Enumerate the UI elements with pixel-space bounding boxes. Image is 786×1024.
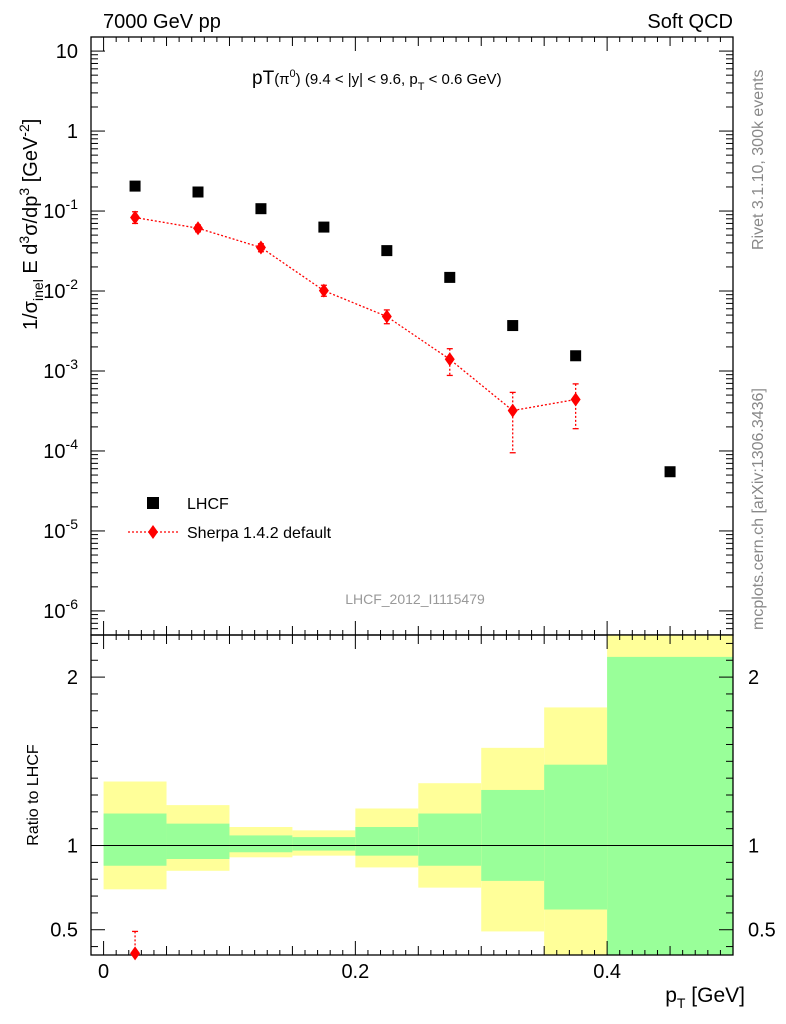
title-range-end: < 0.6 GeV) [424,71,501,88]
sherpa-data-point [507,403,518,418]
sherpa-data-point [193,221,203,236]
main-y-tick-label: 10-1 [43,196,78,223]
ratio-band-inner [292,837,356,851]
ratio-band-inner [607,656,733,955]
sherpa-data-point [130,210,141,225]
ratio-band-inner [103,813,167,866]
lhcf-data-point [255,203,267,215]
ratio-y-tick-label: 0.5 [50,920,78,942]
main-series-layer [129,180,676,478]
analysis-watermark: LHCF_2012_I1115479 [345,591,485,607]
x-tick-label: 0.2 [341,961,369,983]
sherpa-data-point [255,240,266,255]
ratio-band-inner [355,827,419,856]
title-range-sub: T [418,81,425,93]
main-y-tick-label: 10-5 [43,516,78,543]
main-y-tick-label: 10 [56,41,78,63]
lhcf-data-point [507,320,519,332]
ratio-y-tick-label: 1 [67,836,78,858]
ratio-y-tick-label: 2 [67,667,78,689]
legend-marker-lhcf [147,497,159,509]
sherpa-data-point [318,283,329,298]
ratio-band-inner [166,823,230,859]
lhcf-data-point [318,221,330,233]
sherpa-line [134,216,576,412]
plot-title: pT(π0) (9.4 < |y| < 9.6, pT < 0.6 GeV) [252,68,502,93]
legend-marker-sherpa [148,525,158,539]
legend-label-lhcf: LHCF [187,496,229,513]
sherpa-data-point [444,352,455,367]
ratio-axes: 0 0.2 0.4 0.5 0.5 1 1 2 2 [50,634,776,983]
ratio-band-inner [229,835,293,853]
x-tick-label: 0.4 [593,961,621,983]
ratio-band-inner [418,813,482,866]
ratio-bands [103,635,733,955]
main-y-tick-label: 10-4 [43,436,78,463]
lhcf-data-point [444,271,456,283]
title-main: pT [252,68,275,89]
ratio-y-tick-label-right: 0.5 [748,920,776,942]
main-frame [90,36,734,636]
ratio-series-layer [130,930,141,961]
main-y-tick-label: 10-3 [43,356,78,383]
main-y-tick-label: 10-2 [43,276,78,303]
title-particle: (π [274,71,289,88]
main-y-tick-label: 10-6 [43,596,78,623]
x-axis-label: pT [GeV] [665,984,745,1011]
sherpa-data-point [570,392,581,407]
mcplots-label: mcplots.cern.ch [arXiv:1306.3436] [750,388,767,630]
rivet-version-label: Rivet 3.1.10, 300k events [750,69,767,250]
ratio-y-tick-label-right: 2 [748,667,759,689]
lhcf-data-point [192,186,204,198]
lhcf-data-point [570,350,582,362]
ratio-y-axis-label: Ratio to LHCF [25,744,42,846]
header-left-label: 7000 GeV pp [103,11,221,33]
legend: LHCF Sherpa 1.4.2 default [128,496,332,542]
ratio-band-inner [481,789,545,881]
title-range: (9.4 < |y| < 9.6, p [305,71,418,88]
x-tick-label: 0 [98,961,109,983]
ratio-y-tick-label-right: 1 [748,836,759,858]
main-axes: 10 1 10-1 10-2 10-3 10-4 10-5 10-6 [43,36,734,636]
sherpa-data-point [381,309,392,324]
title-particle-close: ) [296,71,301,88]
lhcf-data-point [129,180,141,192]
lhcf-data-point [664,466,676,478]
main-y-axis-label: 1/σinel E d3σ/dp3 [GeV-2] [16,119,46,330]
main-y-tick-label: 1 [67,121,78,143]
ratio-sherpa-point [130,946,141,961]
legend-label-sherpa: Sherpa 1.4.2 default [187,525,332,542]
lhcf-data-point [381,245,393,257]
header-right-label: Soft QCD [647,11,733,33]
ratio-band-inner [544,764,608,910]
title-particle-sup: 0 [290,68,296,80]
